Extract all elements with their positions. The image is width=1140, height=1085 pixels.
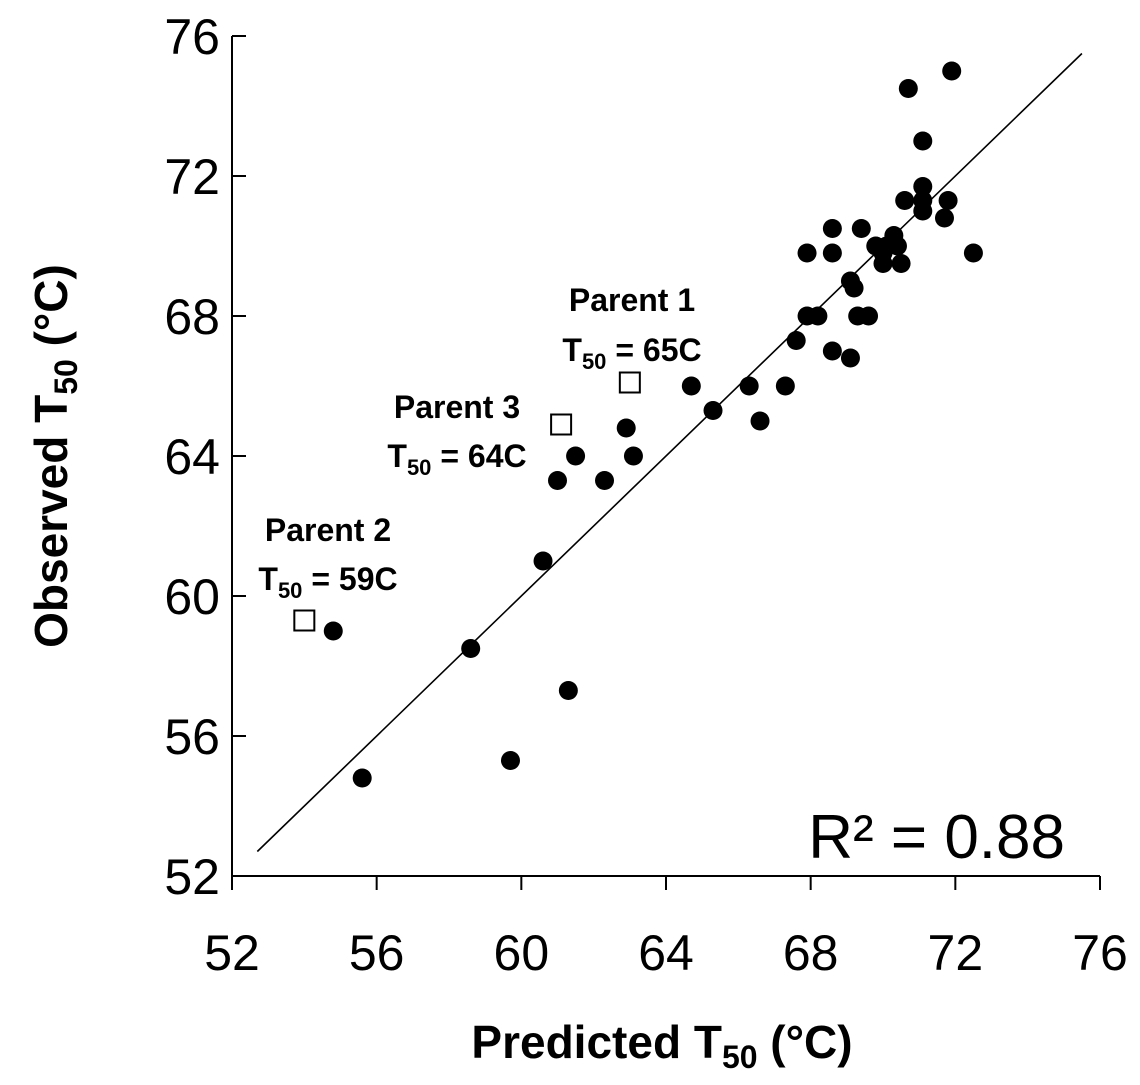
parent-2-title: Parent 2 bbox=[265, 512, 391, 548]
y-tick-label: 64 bbox=[164, 429, 220, 485]
parent-3-title: Parent 3 bbox=[394, 389, 520, 425]
x-tick-label: 64 bbox=[638, 925, 694, 981]
data-point bbox=[822, 219, 842, 238]
parent-2-value: T50 = 59C bbox=[258, 561, 397, 603]
fit-line bbox=[256, 52, 1083, 853]
data-point bbox=[808, 306, 828, 326]
y-tick-label: 52 bbox=[164, 849, 220, 905]
data-point bbox=[891, 254, 911, 273]
data-point bbox=[750, 411, 770, 431]
data-point bbox=[963, 243, 983, 263]
data-point bbox=[822, 341, 842, 361]
data-point bbox=[786, 331, 806, 350]
parent-point bbox=[550, 413, 573, 436]
data-point bbox=[797, 243, 817, 263]
data-point bbox=[938, 191, 958, 210]
y-tick-label: 56 bbox=[164, 709, 220, 765]
data-point bbox=[323, 621, 343, 641]
parent-3-value: T50 = 64C bbox=[387, 438, 526, 480]
annotation-parent-2: Parent 2 T50 = 59C bbox=[258, 512, 397, 603]
y-ticks: 52 56 60 64 68 72 76 bbox=[164, 9, 246, 905]
y-tick-label: 60 bbox=[164, 569, 220, 625]
data-point bbox=[623, 446, 643, 466]
data-point bbox=[681, 376, 701, 396]
data-point bbox=[844, 278, 864, 298]
y-tick-label: 76 bbox=[164, 9, 220, 65]
data-point bbox=[558, 681, 578, 700]
x-tick-label: 60 bbox=[494, 925, 550, 981]
data-point bbox=[703, 401, 723, 420]
x-tick-label: 56 bbox=[349, 925, 405, 981]
x-tick-label: 68 bbox=[783, 925, 839, 981]
parent-point bbox=[293, 609, 316, 632]
parent-1-value: T50 = 65C bbox=[562, 332, 701, 374]
data-point bbox=[859, 306, 879, 326]
annotation-parent-3: Parent 3 T50 = 64C bbox=[387, 389, 526, 480]
data-point bbox=[934, 208, 954, 228]
x-tick-label: 52 bbox=[204, 925, 260, 981]
data-point bbox=[461, 639, 481, 658]
data-point bbox=[548, 471, 567, 490]
data-point bbox=[895, 191, 915, 210]
data-point bbox=[352, 768, 372, 788]
y-axis-title: Observed T50 (°C) bbox=[25, 264, 84, 648]
data-point bbox=[898, 79, 918, 98]
data-points bbox=[293, 61, 983, 788]
data-point bbox=[873, 254, 893, 273]
x-axis-title: Predicted T50 (°C) bbox=[471, 1016, 852, 1075]
data-point bbox=[840, 348, 860, 368]
annotation-parent-1: Parent 1 T50 = 65C bbox=[562, 282, 701, 374]
data-point bbox=[887, 236, 907, 256]
data-point bbox=[500, 751, 520, 770]
data-point bbox=[913, 177, 933, 196]
data-point bbox=[566, 446, 586, 466]
data-point bbox=[851, 219, 871, 238]
data-point bbox=[595, 471, 615, 490]
x-tick-label: 76 bbox=[1072, 925, 1128, 981]
data-point bbox=[533, 551, 553, 571]
x-tick-label: 72 bbox=[928, 925, 984, 981]
data-point bbox=[739, 376, 759, 396]
parent-point bbox=[618, 371, 641, 394]
data-point bbox=[616, 418, 636, 438]
data-point bbox=[942, 61, 962, 81]
data-point bbox=[913, 201, 933, 221]
data-point bbox=[822, 243, 842, 263]
parent-1-title: Parent 1 bbox=[569, 282, 695, 318]
x-ticks: 52 56 60 64 68 72 76 bbox=[204, 876, 1128, 981]
y-tick-label: 72 bbox=[164, 149, 220, 205]
data-point bbox=[775, 376, 795, 396]
r-squared-label: R² = 0.88 bbox=[808, 803, 1065, 872]
y-tick-label: 68 bbox=[164, 289, 220, 345]
data-point bbox=[913, 131, 933, 151]
